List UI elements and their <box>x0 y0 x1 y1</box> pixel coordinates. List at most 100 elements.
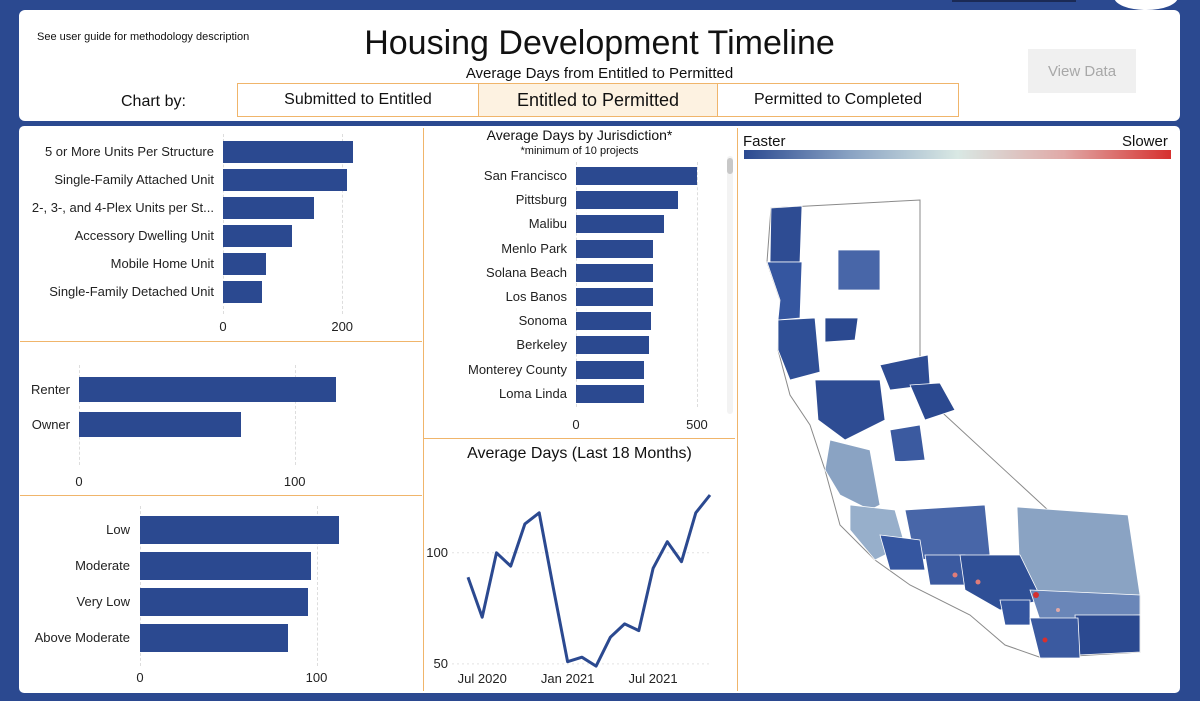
x-tick-label: 0 <box>219 319 227 334</box>
jurisdiction-chart-title: Average Days by Jurisdiction* <box>486 127 673 143</box>
map-county-mendocino <box>777 317 821 381</box>
bar[interactable] <box>140 516 340 544</box>
bar-category-label: Berkeley <box>516 337 567 353</box>
tab-entitled-to-permitted[interactable]: Entitled to Permitted <box>479 84 718 116</box>
map-county-humboldt <box>766 261 803 321</box>
gridline <box>140 506 141 666</box>
bar[interactable] <box>79 412 241 437</box>
bar[interactable] <box>576 191 678 210</box>
map-county-ventura <box>924 554 966 586</box>
bar[interactable] <box>576 312 651 331</box>
scrollbar-thumb[interactable] <box>727 158 733 174</box>
view-data-button[interactable]: View Data <box>1028 49 1136 93</box>
gridline <box>696 162 698 407</box>
bar-category-label: Above Moderate <box>34 630 130 645</box>
gridline <box>342 134 344 314</box>
bar-category-label: Sonoma <box>518 313 567 329</box>
map-county-bay-area <box>814 379 886 441</box>
bar-category-label: 5 or More Units Per Structure <box>44 144 214 159</box>
trend-chart-title: Average Days (Last 18 Months) <box>467 445 692 462</box>
bar-category-label: Mobile Home Unit <box>110 256 214 271</box>
bar-category-label: Pittsburg <box>515 192 567 208</box>
legend-slower-label: Slower <box>1122 133 1168 150</box>
map-county-imperial <box>1074 614 1141 656</box>
x-tick-label: 200 <box>331 319 354 334</box>
bar[interactable] <box>140 624 289 652</box>
x-tick-label: 0 <box>572 417 580 432</box>
bar-category-label: Low <box>106 522 130 537</box>
x-tick-label: 100 <box>305 670 328 685</box>
bar[interactable] <box>140 552 312 580</box>
map-county-orange <box>999 599 1031 626</box>
legend-faster-label: Faster <box>743 133 786 150</box>
bar[interactable] <box>223 141 353 163</box>
map-county-tehama <box>824 317 859 343</box>
bar-category-label: Moderate <box>75 558 130 573</box>
bar[interactable] <box>223 225 292 247</box>
bar-category-label: Single-Family Attached Unit <box>54 172 214 187</box>
map-city-slow <box>1033 592 1039 598</box>
x-tick-label: Jul 2020 <box>457 671 507 686</box>
map-county-santa-barbara <box>879 534 926 571</box>
y-tick-label: 50 <box>433 655 448 671</box>
bar[interactable] <box>223 253 266 275</box>
divider <box>424 438 735 439</box>
map-county-tuolumne <box>909 382 956 421</box>
x-tick-label: 500 <box>686 417 708 432</box>
bar[interactable] <box>140 588 308 616</box>
bar[interactable] <box>576 263 654 282</box>
dashboard-header: See user guide for methodology descripti… <box>19 10 1180 121</box>
chart-by-tabs: Submitted to Entitled Entitled to Permit… <box>237 83 959 117</box>
tab-submitted-to-entitled[interactable]: Submitted to Entitled <box>238 84 479 116</box>
bar-category-label: Menlo Park <box>501 240 567 256</box>
bar-category-label: Los Banos <box>505 289 567 304</box>
bar-category-label: 2-, 3-, and 4-Plex Units per St... <box>31 200 214 215</box>
map-county-mariposa <box>889 424 926 463</box>
gridline <box>316 506 318 666</box>
bar-category-label: Owner <box>31 416 70 432</box>
bar-category-label: Accessory Dwelling Unit <box>74 228 214 243</box>
jurisdiction-scrollbar[interactable] <box>727 156 733 414</box>
bar[interactable] <box>223 197 314 219</box>
x-tick-label: 0 <box>75 474 83 489</box>
x-tick-label: Jul 2021 <box>628 671 678 686</box>
map-county-del-norte <box>769 205 803 263</box>
bar-category-label: Loma Linda <box>499 385 567 401</box>
chart-by-label: Chart by: <box>121 93 186 110</box>
gridline <box>223 134 224 314</box>
map-city-slow <box>975 579 981 585</box>
map-city-slow <box>1056 608 1060 612</box>
bar-category-label: Monterey County <box>468 361 567 377</box>
bar[interactable] <box>223 281 263 303</box>
legend-color-scale <box>744 150 1171 159</box>
bar[interactable] <box>576 336 650 355</box>
bar[interactable] <box>576 384 644 403</box>
jurisdiction-chart-footnote: *minimum of 10 projects <box>520 145 639 157</box>
bar[interactable] <box>576 239 654 258</box>
bar[interactable] <box>576 360 645 379</box>
y-tick-label: 100 <box>426 544 448 560</box>
methodology-note: See user guide for methodology descripti… <box>37 31 250 43</box>
divider <box>20 341 422 342</box>
page-title: Housing Development Timeline <box>364 24 835 62</box>
divider <box>20 495 422 496</box>
bar[interactable] <box>223 169 347 191</box>
external-link-underline <box>952 0 1076 2</box>
tab-permitted-to-completed[interactable]: Permitted to Completed <box>753 91 923 108</box>
gridline <box>576 162 577 407</box>
bar[interactable] <box>79 377 336 402</box>
bar-category-label: Solana Beach <box>486 264 567 280</box>
bar-category-label: Single-Family Detached Unit <box>49 284 214 299</box>
bar[interactable] <box>576 215 664 234</box>
divider <box>423 128 424 691</box>
bar-category-label: Malibu <box>528 216 567 232</box>
map-city-slow <box>952 572 958 578</box>
bar[interactable] <box>576 288 654 306</box>
top-strip <box>0 0 1200 10</box>
x-tick-label: 0 <box>136 670 144 685</box>
bar-category-label: San Francisco <box>483 168 567 183</box>
california-map[interactable] <box>740 160 1178 691</box>
bar[interactable] <box>576 167 697 185</box>
x-tick-label: Jan 2021 <box>540 671 595 686</box>
map-county-san-diego <box>1029 617 1081 659</box>
